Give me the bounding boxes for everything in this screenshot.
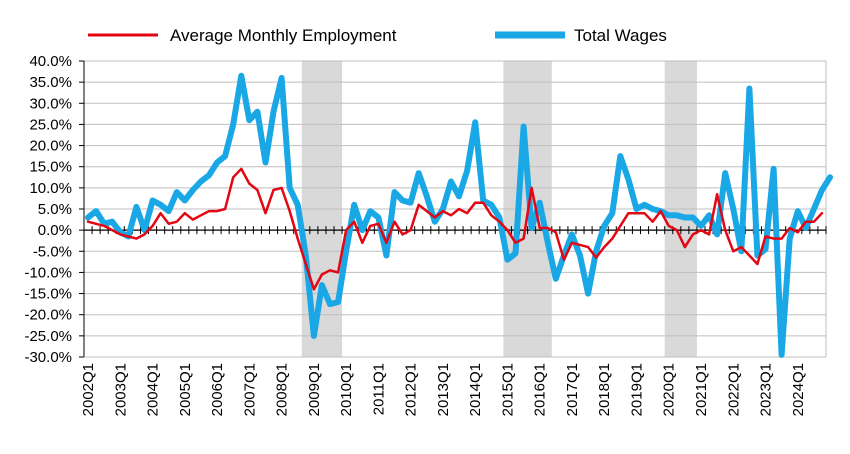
x-tick-label: 2011Q1 [370, 363, 387, 415]
series-line-wages [85, 72, 833, 358]
x-tick-label: 2013Q1 [435, 363, 452, 416]
x-tick-label: 2021Q1 [693, 363, 710, 416]
x-tick-label: 2017Q1 [564, 363, 581, 416]
x-tick-label: 2007Q1 [241, 363, 258, 416]
x-tick-label: 2004Q1 [145, 363, 162, 416]
x-tick-label: 2005Q1 [177, 363, 194, 416]
y-tick-label: 15.0% [29, 159, 72, 176]
x-tick-label: 2023Q1 [758, 363, 775, 416]
x-tick-label: 2002Q1 [80, 363, 97, 416]
y-tick-label: 30.0% [29, 95, 72, 112]
x-tick-label: 2015Q1 [499, 363, 516, 416]
y-tick-label: -20.0% [24, 307, 72, 324]
axes: 40.0% 35.0% 30.0% 25.0% 20.0% 15.0% 10.0% 5.0% 0… [24, 53, 827, 416]
x-tick-label: 2018Q1 [596, 363, 613, 416]
x-tick-label: 2022Q1 [725, 363, 742, 416]
y-tick-label: -25.0% [24, 328, 72, 345]
x-tick-label: 2019Q1 [628, 363, 645, 416]
y-tick-label: -5.0% [33, 243, 72, 260]
x-tick-label: 2003Q1 [112, 363, 129, 416]
legend-label-wages: Total Wages [574, 26, 667, 45]
y-tick-label: 25.0% [29, 116, 72, 133]
y-tick-label: 0.0% [38, 222, 72, 239]
y-tick-label: 5.0% [38, 201, 72, 218]
y-tick-label: 10.0% [29, 180, 72, 197]
y-tick-label: -15.0% [24, 286, 72, 303]
y-tick-label: 40.0% [29, 53, 72, 70]
y-tick-label: -10.0% [24, 264, 72, 281]
x-tick-label: 2012Q1 [403, 363, 420, 416]
legend: Average Monthly Employment Total Wages [88, 26, 667, 45]
x-tick-label: 2010Q1 [338, 363, 355, 416]
y-tick-label: 35.0% [29, 74, 72, 91]
x-tick-label: 2024Q1 [790, 363, 807, 416]
x-tick-label: 2014Q1 [467, 363, 484, 416]
x-tick-label: 2008Q1 [274, 363, 291, 416]
legend-label-employment: Average Monthly Employment [170, 26, 397, 45]
y-tick-label: -30.0% [24, 349, 72, 366]
y-tick-label: 20.0% [29, 138, 72, 155]
x-tick-label: 2020Q1 [661, 363, 678, 416]
series-line-employment [86, 167, 824, 291]
x-tick-label: 2016Q1 [532, 363, 549, 416]
x-tick-label: 2009Q1 [306, 363, 323, 416]
series-lines [85, 72, 833, 358]
x-tick-label: 2006Q1 [209, 363, 226, 416]
